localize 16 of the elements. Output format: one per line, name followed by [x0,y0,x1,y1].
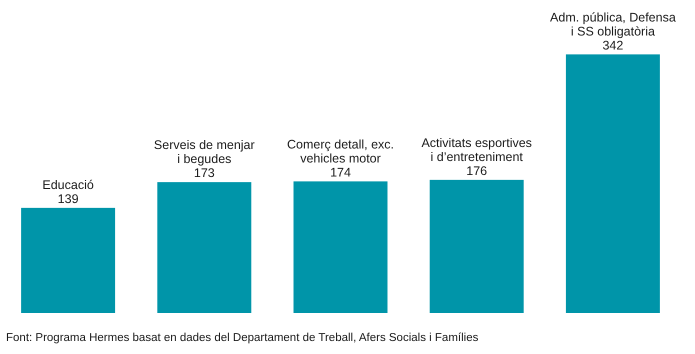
data-label: 173 [194,166,215,180]
x-tick-label: Comerç detall, exc. vehicles motor [287,137,394,166]
data-label: 342 [602,38,624,52]
data-label: 139 [58,192,79,206]
bar [21,208,116,313]
bar [157,182,252,313]
data-label: 174 [330,165,351,180]
data-label: 176 [466,164,488,178]
bar [566,54,660,313]
x-tick-label: Serveis de menjar i begudes [154,138,255,166]
x-tick-label: Adm. pública, Defensa i SS obligatòria [550,10,676,38]
bar [294,181,388,313]
x-tick-label: Activitats esportives i d’entreteniment [421,136,532,164]
text: Font: Programa Hermes basat en dades del Departament de Treball, Afers Socials i Famílies [6,332,478,344]
x-tick-label: Educació [42,178,94,192]
bar [430,180,524,313]
